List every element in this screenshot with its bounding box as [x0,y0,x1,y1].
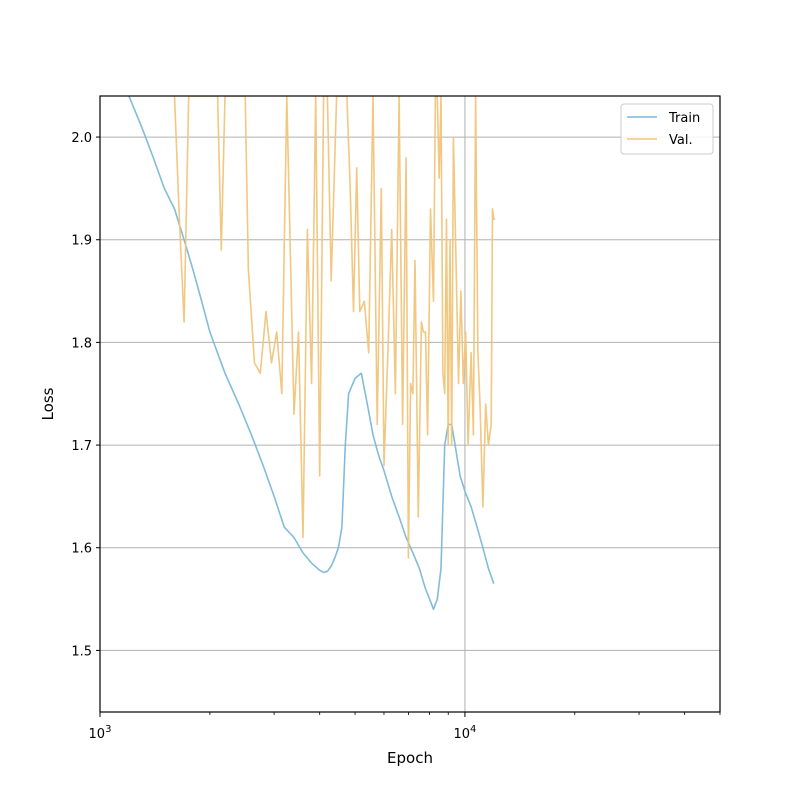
x-tick-base: 10 [89,727,106,742]
y-tick-label: 1.8 [71,336,92,351]
y-tick-label: 1.6 [71,542,92,557]
y-tick-label: 2.0 [71,131,92,146]
x-tick-base: 10 [453,727,470,742]
legend-train-label: Train [668,111,700,126]
y-tick-label: 1.7 [71,439,92,454]
y-axis-label: Loss [39,387,57,420]
plot-frame [99,95,721,713]
x-tick-label: 104 [453,724,476,742]
y-tick-label: 1.9 [71,234,92,249]
series-line-val [173,96,496,559]
y-tick-label: 1.5 [71,644,92,659]
legend-val-label: Val. [669,133,693,148]
x-axis-label: Epoch [387,749,433,767]
series-lines [128,96,496,611]
legend: Train Val. [620,103,714,155]
x-tick-exponent: 4 [470,724,476,735]
x-tick-exponent: 3 [105,724,111,735]
x-tick-label: 103 [89,724,112,742]
